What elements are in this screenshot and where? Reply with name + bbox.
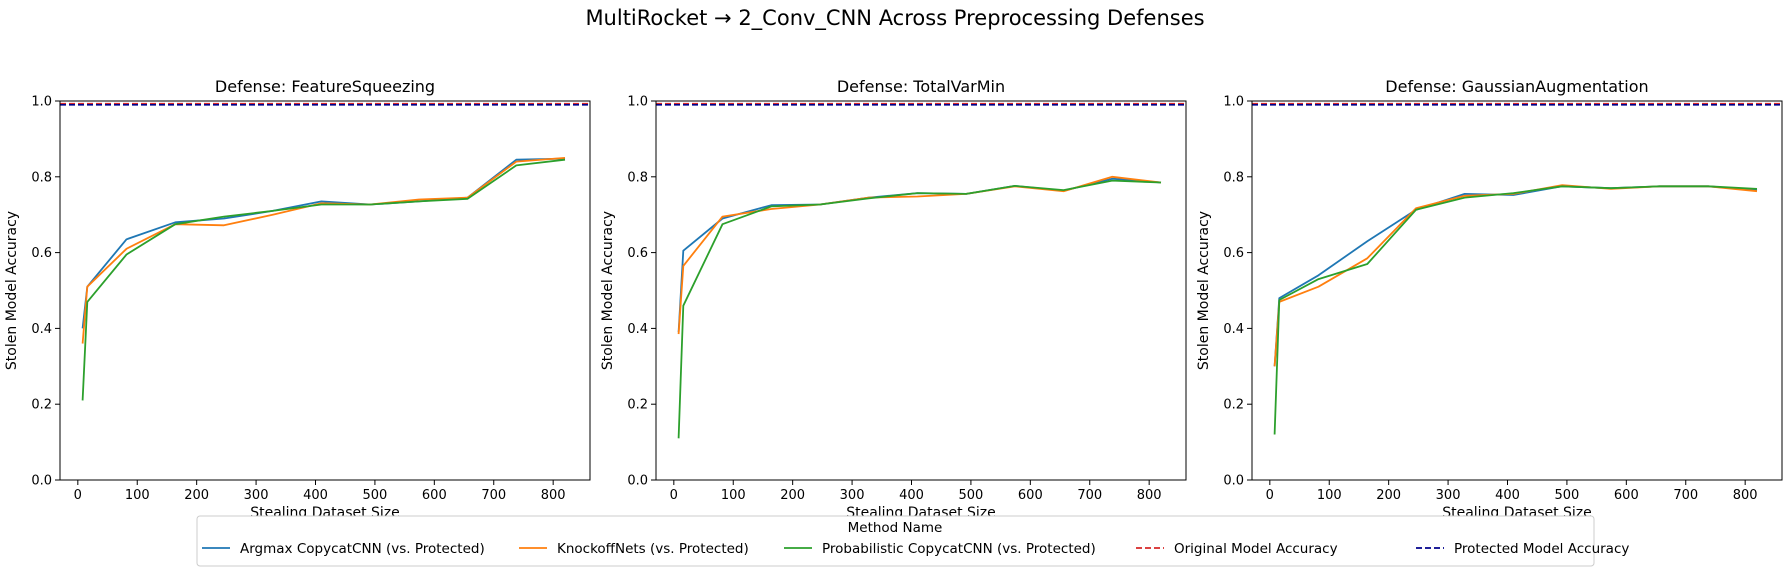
legend-item: Argmax CopycatCNN (vs. Protected) (202, 541, 485, 557)
y-tick-label: 0.0 (1223, 474, 1244, 489)
x-tick-label: 800 (1733, 488, 1758, 503)
x-tick-label: 700 (481, 488, 506, 503)
y-tick-label: 0.8 (627, 170, 648, 185)
legend-item: KnockoffNets (vs. Protected) (519, 541, 749, 557)
y-tick-label: 0.2 (31, 398, 52, 413)
x-tick-label: 400 (1495, 488, 1520, 503)
legend-item: Protected Model Accuracy (1416, 541, 1629, 557)
x-tick-label: 100 (125, 488, 150, 503)
x-tick-label: 600 (1614, 488, 1639, 503)
y-tick-label: 0.6 (627, 246, 648, 261)
subplot-title: Defense: GaussianAugmentation (1385, 77, 1648, 96)
subplot-title: Defense: FeatureSqueezing (215, 77, 435, 96)
x-tick-label: 200 (1376, 488, 1401, 503)
subplot-1: Defense: FeatureSqueezing 0.0 0.2 0.4 0.6 0.8… (4, 77, 591, 521)
series-line-3 (1273, 185, 1758, 435)
x-tick-label: 500 (958, 488, 983, 503)
y-axis-label: Stolen Model Accuracy (1196, 211, 1212, 370)
series-line-3 (81, 158, 566, 401)
axes-frame (59, 100, 591, 481)
x-tick-label: 200 (780, 488, 805, 503)
x-tick-label: 800 (541, 488, 566, 503)
y-tick-label: 0.8 (31, 170, 52, 185)
x-tick-label: 0 (1266, 488, 1274, 503)
x-tick-label: 500 (1554, 488, 1579, 503)
y-axis-label: Stolen Model Accuracy (4, 211, 20, 370)
legend-label: Probabilistic CopycatCNN (vs. Protected) (822, 541, 1096, 557)
y-axis-label: Stolen Model Accuracy (600, 211, 616, 370)
legend-title: Method Name (848, 520, 943, 536)
x-tick-label: 700 (1077, 488, 1102, 503)
axes-frame (1251, 100, 1783, 481)
plot-area (1252, 101, 1782, 480)
plot-area (60, 101, 590, 480)
legend-label: Original Model Accuracy (1174, 541, 1338, 557)
legend-label: Protected Model Accuracy (1454, 541, 1629, 557)
series-line-2 (81, 157, 566, 344)
y-tick-label: 0.2 (1223, 398, 1244, 413)
legend-label: KnockoffNets (vs. Protected) (557, 541, 749, 557)
y-tick-label: 1.0 (627, 95, 648, 110)
axes-frame (655, 100, 1187, 481)
y-tick-label: 1.0 (1223, 95, 1244, 110)
x-tick-label: 0 (74, 488, 82, 503)
x-tick-label: 400 (303, 488, 328, 503)
legend-frame (196, 515, 1595, 567)
x-tick-label: 300 (1436, 488, 1461, 503)
subplot-title: Defense: TotalVarMin (837, 77, 1005, 96)
x-tick-label: 500 (362, 488, 387, 503)
figure-title: MultiRocket → 2_Conv_CNN Across Preproce… (585, 6, 1204, 31)
x-tick-label: 200 (184, 488, 209, 503)
x-tick-label: 600 (422, 488, 447, 503)
x-tick-label: 100 (1317, 488, 1342, 503)
plot-area (656, 101, 1186, 480)
subplot-3: Defense: GaussianAugmentation 0.0 0.2 0.4 0.… (1196, 77, 1783, 521)
y-tick-label: 0.4 (1223, 322, 1244, 337)
x-tick-label: 400 (899, 488, 924, 503)
x-tick-label: 0 (670, 488, 678, 503)
y-tick-label: 0.6 (1223, 246, 1244, 261)
x-tick-label: 600 (1018, 488, 1043, 503)
legend: Method Name Argmax CopycatCNN (vs. Prote… (196, 515, 1629, 567)
x-tick-label: 700 (1673, 488, 1698, 503)
x-tick-label: 300 (840, 488, 865, 503)
y-tick-label: 0.0 (31, 474, 52, 489)
y-tick-label: 0.8 (1223, 170, 1244, 185)
legend-label: Argmax CopycatCNN (vs. Protected) (240, 541, 485, 557)
x-tick-label: 300 (244, 488, 269, 503)
y-tick-label: 0.6 (31, 246, 52, 261)
legend-item: Original Model Accuracy (1136, 541, 1338, 557)
y-tick-label: 0.4 (627, 322, 648, 337)
subplot-2: Defense: TotalVarMin 0.0 0.2 0.4 0.6 0.8 1.0 0 1… (600, 77, 1187, 521)
y-tick-label: 0.0 (627, 474, 648, 489)
x-tick-label: 100 (721, 488, 746, 503)
series-line-3 (677, 179, 1162, 439)
y-tick-label: 1.0 (31, 95, 52, 110)
y-tick-label: 0.2 (627, 398, 648, 413)
y-tick-label: 0.4 (31, 322, 52, 337)
x-tick-label: 800 (1137, 488, 1162, 503)
legend-item: Probabilistic CopycatCNN (vs. Protected) (784, 541, 1096, 557)
